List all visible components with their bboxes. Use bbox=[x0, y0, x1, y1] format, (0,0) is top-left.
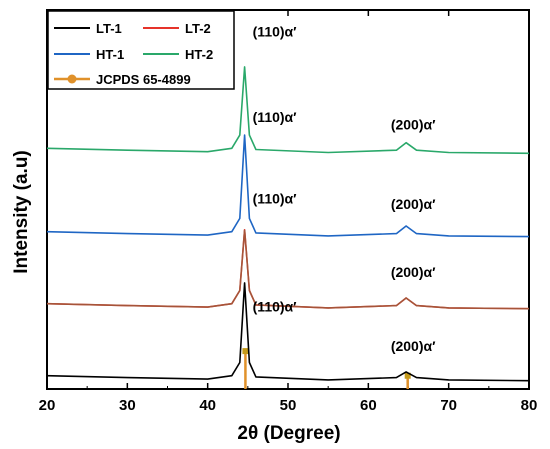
peak-annotation: (110)α′ bbox=[253, 190, 298, 206]
series-line-lt-1-overlay bbox=[46, 229, 530, 310]
peak-annotation: (200)α′ bbox=[391, 196, 436, 212]
peak-annotation: (110)α′ bbox=[253, 298, 298, 314]
legend-reference-dot bbox=[67, 74, 77, 84]
legend: LT-1 LT-2 HT-1 HT-2 JCPDS 65-4899 bbox=[47, 10, 235, 90]
peak-annotation: (110)α′ bbox=[253, 24, 298, 40]
legend-label-lt-1: LT-1 bbox=[96, 21, 122, 36]
series-line-ht-2 bbox=[46, 66, 530, 155]
y-axis-title: Intensity (a.u) bbox=[11, 150, 32, 274]
legend-label-lt-2: LT-2 bbox=[185, 21, 211, 36]
peak-annotation: (200)α′ bbox=[391, 264, 436, 280]
series-line-lt-1 bbox=[46, 282, 530, 382]
x-tick-label: 70 bbox=[440, 397, 457, 414]
peak-annotation: (200)α′ bbox=[391, 338, 436, 354]
reference-peak-marker bbox=[404, 372, 411, 379]
legend-label-ht-1: HT-1 bbox=[96, 47, 124, 62]
series-line-ht-1 bbox=[46, 134, 530, 238]
legend-box bbox=[47, 10, 235, 90]
reference-peak-marker bbox=[242, 348, 249, 355]
x-tick-label: 60 bbox=[360, 397, 377, 414]
legend-label-reference: JCPDS 65-4899 bbox=[96, 72, 191, 87]
x-tick-label: 40 bbox=[199, 397, 216, 414]
peak-annotation: (110)α′ bbox=[253, 109, 298, 125]
plot-area: 20 30 40 50 60 70 80 (110)α′ (200)α′ (110)α′ (200)… bbox=[39, 9, 538, 414]
x-tick-label: 20 bbox=[39, 397, 56, 414]
series-line-lt-2 bbox=[46, 229, 530, 310]
x-axis-title: 2θ (Degree) bbox=[237, 423, 340, 444]
peak-annotation: (200)α′ bbox=[391, 116, 436, 132]
x-tick-label: 50 bbox=[280, 397, 297, 414]
legend-label-ht-2: HT-2 bbox=[185, 47, 213, 62]
x-tick-label: 80 bbox=[521, 397, 538, 414]
x-tick-label: 30 bbox=[119, 397, 136, 414]
